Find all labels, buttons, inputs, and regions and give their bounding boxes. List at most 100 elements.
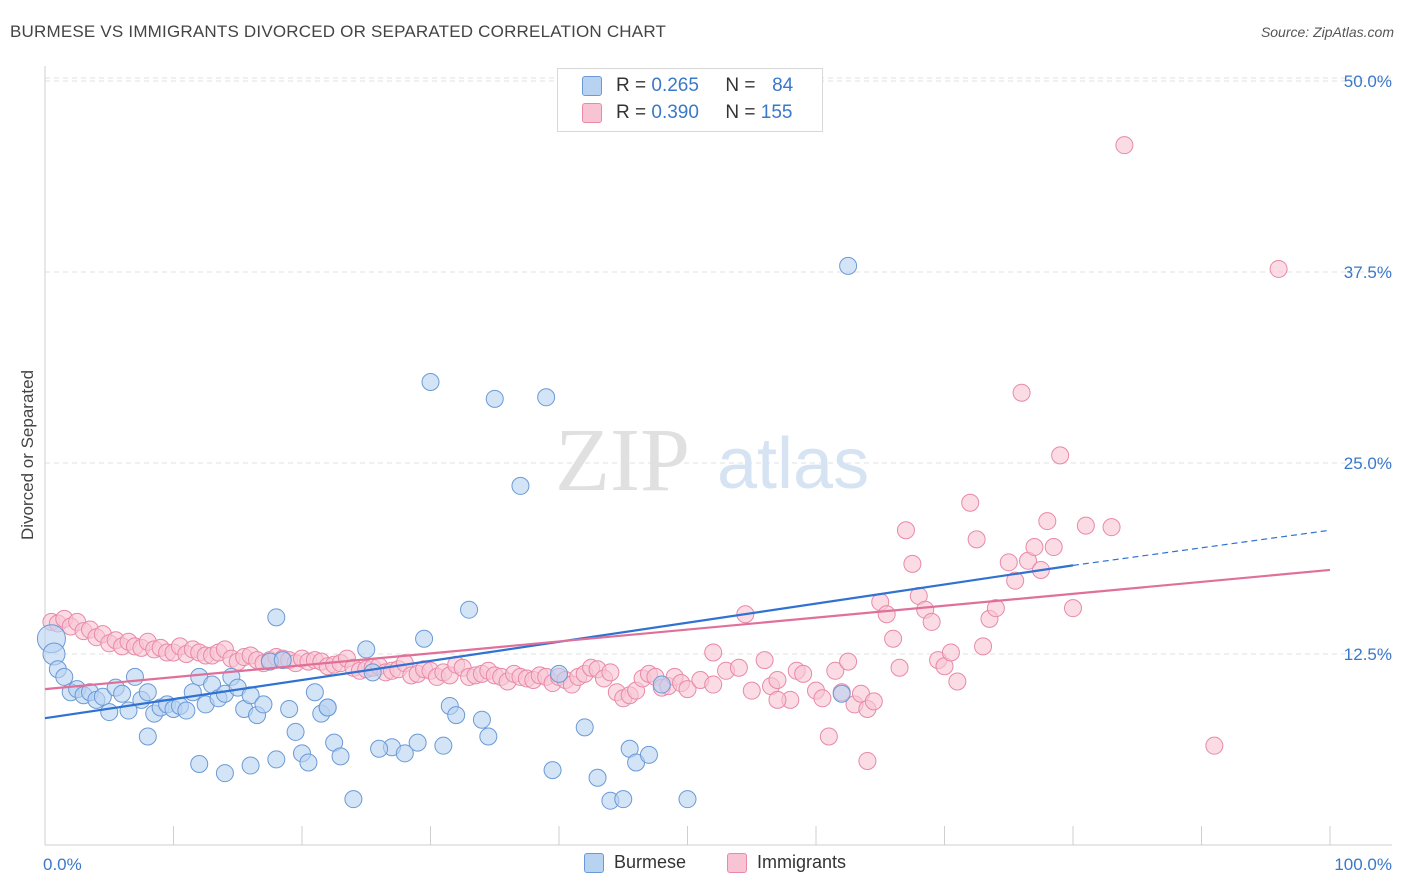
immigrants-point: [1038, 512, 1057, 531]
burmese-point: [537, 388, 556, 407]
burmese-point: [460, 600, 479, 619]
legend-row-immigrants: R = 0.390 N = 155: [582, 101, 792, 125]
burmese-point: [395, 744, 414, 763]
immigrants-trend-line: [44, 568, 1331, 691]
immigrants-point: [890, 658, 909, 677]
immigrants-point: [601, 663, 620, 682]
immigrants-point: [768, 670, 787, 689]
burmese-point: [678, 790, 697, 809]
burmese-point: [357, 640, 376, 659]
burmese-point: [447, 706, 466, 725]
burmese-point: [125, 667, 144, 686]
watermark-atlas: atlas: [717, 424, 869, 504]
immigrants-point: [903, 554, 922, 573]
grid-lines: [45, 77, 1392, 655]
trend-lines: [44, 529, 1331, 720]
immigrants-point: [877, 605, 896, 624]
immigrants-point: [729, 658, 748, 677]
r-value: 0.390: [651, 102, 699, 123]
burmese-point: [273, 651, 292, 670]
immigrants-point: [794, 664, 813, 683]
n-label: N =: [725, 75, 756, 96]
immigrants-point: [1025, 538, 1044, 557]
bottom-legend-immigrants: Immigrants: [727, 852, 846, 873]
burmese-point: [652, 675, 671, 694]
burmese-point: [177, 701, 196, 720]
immigrants-point: [678, 680, 697, 699]
legend-row-burmese: R = 0.265 N = 84: [582, 74, 793, 98]
burmese-point: [639, 745, 658, 764]
burmese-legend-swatch: [584, 852, 604, 873]
y-axis-label: Divorced or Separated: [18, 370, 37, 540]
burmese-point: [472, 710, 491, 729]
burmese-point: [215, 764, 234, 783]
burmese-swatch: [582, 76, 602, 96]
immigrants-point: [974, 637, 993, 656]
burmese-point: [363, 663, 382, 682]
burmese-point: [286, 722, 305, 741]
burmese-point: [55, 667, 74, 686]
immigrants-point: [967, 530, 986, 549]
immigrants-point: [896, 521, 915, 540]
burmese-point: [614, 790, 633, 809]
immigrants-point: [1006, 571, 1025, 590]
tick-labels: 12.5% 25.0% 37.5% 50.0% 0.0% 100.0%: [43, 72, 1392, 874]
n-value: 155: [760, 102, 793, 123]
n-label: N =: [725, 102, 756, 123]
r-label: R =: [616, 102, 647, 123]
immigrants-point: [986, 599, 1005, 618]
immigrants-point: [768, 690, 787, 709]
burmese-point: [299, 753, 318, 772]
immigrants-point: [922, 612, 941, 631]
immigrants-point: [1269, 259, 1288, 278]
burmese-point: [331, 747, 350, 766]
burmese-point: [100, 703, 119, 722]
burmese-point: [305, 683, 324, 702]
immigrants-point: [839, 652, 858, 671]
burmese-point: [344, 790, 363, 809]
burmese-point: [267, 608, 286, 627]
n-value: 84: [772, 75, 794, 96]
burmese-point: [267, 750, 286, 769]
y-tick-label: 25.0%: [1344, 454, 1392, 473]
burmese-point: [485, 389, 504, 408]
immigrants-legend-swatch: [727, 852, 747, 873]
immigrants-point: [819, 727, 838, 746]
burmese-point: [511, 476, 530, 495]
axes: [44, 66, 1392, 846]
immigrants-point: [1115, 136, 1134, 155]
burmese-point: [408, 733, 427, 752]
r-label: R =: [616, 75, 647, 96]
immigrants-legend-label: Immigrants: [757, 852, 847, 872]
immigrants-point: [999, 553, 1018, 572]
immigrants-point: [1044, 538, 1063, 557]
y-tick-label: 37.5%: [1344, 263, 1392, 282]
bottom-legend-burmese: Burmese: [584, 852, 686, 873]
immigrants-point: [1205, 736, 1224, 755]
burmese-point: [832, 684, 851, 703]
burmese-point: [138, 727, 157, 746]
immigrants-point: [1076, 516, 1095, 535]
immigrants-point: [1051, 446, 1070, 465]
y-tick-label: 50.0%: [1344, 72, 1392, 91]
immigrants-point: [755, 651, 774, 670]
immigrants-point: [858, 751, 877, 770]
immigrants-point: [864, 692, 883, 711]
burmese-point: [543, 761, 562, 780]
burmese-point: [550, 664, 568, 683]
burmese-point: [138, 683, 157, 702]
source-label: Source: ZipAtlas.com: [1260, 24, 1394, 40]
r-value: 0.265: [651, 75, 699, 96]
immigrants-point: [961, 493, 980, 512]
immigrants-point: [742, 681, 761, 700]
burmese-point: [93, 687, 112, 706]
burmese-point: [479, 727, 498, 746]
immigrants-point: [1012, 383, 1031, 402]
immigrants-point: [1064, 599, 1082, 618]
burmese-legend-label: Burmese: [614, 852, 687, 872]
immigrants-point: [704, 643, 723, 662]
burmese-point: [254, 695, 273, 714]
burmese-point: [318, 698, 337, 717]
burmese-point: [575, 718, 594, 737]
